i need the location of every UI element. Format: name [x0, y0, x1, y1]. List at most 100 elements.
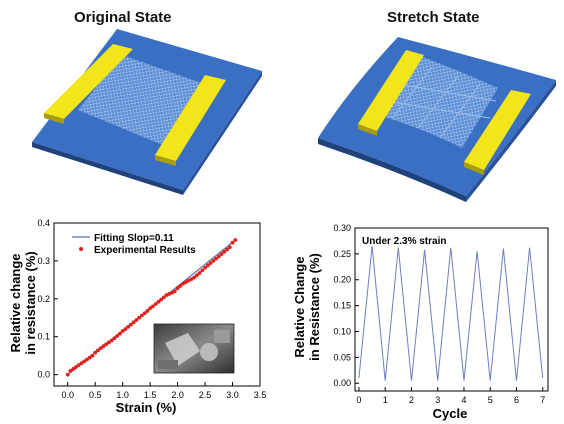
data-point — [227, 245, 232, 250]
right-electrode-side — [464, 162, 484, 175]
data-point — [142, 311, 147, 316]
chart1-ylabel-line1: Relative change — [8, 254, 23, 353]
data-point — [98, 346, 103, 350]
data-point — [194, 273, 199, 278]
chart1-y-tick-label: 0.2 — [37, 294, 50, 304]
chart1-x-tick-label: 2.0 — [171, 390, 184, 400]
original-state-device — [32, 29, 262, 195]
right-electrode-side — [155, 155, 176, 166]
data-point — [74, 365, 78, 369]
left-electrode-side — [358, 124, 377, 136]
chart2-plot-frame — [354, 227, 549, 392]
data-point — [79, 361, 84, 366]
chart2-x-tick-label: 2 — [409, 395, 414, 405]
data-point — [137, 315, 142, 320]
data-point — [159, 297, 164, 302]
chart1-x-tick-label: 3.0 — [226, 390, 239, 400]
data-point — [85, 357, 89, 362]
data-point — [93, 350, 98, 355]
data-point — [112, 336, 117, 341]
data-point — [109, 338, 114, 343]
stretch-state-heading: Stretch State — [387, 9, 480, 26]
chart1-y-tick-label: 0.3 — [37, 256, 50, 266]
inset-photo — [153, 323, 235, 374]
chart2-y-tick-label: 0.30 — [333, 223, 351, 233]
chart1-plot-frame — [53, 222, 261, 387]
data-point — [233, 238, 238, 242]
data-point — [230, 240, 235, 245]
data-point — [178, 284, 183, 288]
chart2-x-tick-label: 5 — [488, 395, 493, 405]
legend-label-fit: Fitting Slop=0.11 — [94, 233, 174, 244]
data-point — [225, 247, 229, 252]
chart1-x-tick-label: 0.0 — [61, 390, 74, 400]
chart1-x-tick-label: 0.5 — [89, 390, 102, 400]
chart1-y-tick-label: 0.1 — [37, 332, 50, 342]
chart1-x-tick-label: 2.5 — [199, 390, 212, 400]
data-point — [161, 295, 166, 300]
chart2-ylabel-line2: in Resistance (%) — [307, 253, 322, 361]
chart2-y-tick-label: 0.20 — [333, 275, 351, 285]
data-point — [123, 327, 128, 332]
substrate-edge — [32, 142, 183, 195]
chart2-x-tick-label: 1 — [383, 395, 388, 405]
strain-response-chart: 0.0 0.5 1.0 1.5 2.0 2.5 3.0 3.50.00.10.20.30.4 … — [8, 218, 266, 415]
stretch-state-device — [318, 37, 556, 202]
chart2-y-tick-label: 0.00 — [333, 378, 351, 388]
data-point — [126, 324, 131, 329]
data-point — [118, 331, 122, 336]
data-point — [129, 322, 133, 327]
chart1-x-tick-label: 3.5 — [254, 390, 267, 400]
chart2-x-tick-label: 3 — [435, 395, 440, 405]
right-electrode — [464, 90, 531, 170]
data-point — [145, 309, 150, 313]
data-point — [150, 304, 155, 309]
substrate-edge — [183, 71, 262, 195]
data-point — [203, 265, 207, 270]
chart2-x-tick-label: 6 — [514, 395, 519, 405]
chart2-xlabel: Cycle — [433, 406, 468, 421]
data-point — [71, 367, 76, 371]
right-electrode — [155, 75, 226, 161]
chart1-x-tick-label: 1.5 — [144, 390, 157, 400]
data-point — [139, 313, 144, 318]
substrate-edge — [466, 80, 556, 202]
chart1-y-tick-label: 0.0 — [37, 370, 50, 380]
left-electrode — [44, 44, 133, 119]
left-electrode-side — [44, 113, 64, 124]
data-point — [90, 353, 95, 358]
chart2-annotation: Under 2.3% strain — [362, 236, 446, 247]
data-point — [82, 359, 87, 364]
data-point — [205, 263, 210, 268]
data-point — [101, 344, 106, 349]
chart1-ylabel-line2: in resistance (%) — [23, 251, 38, 354]
chart1-legend: Fitting Slop=0.11 Experimental Results — [72, 233, 196, 256]
data-point — [153, 302, 158, 307]
cycling-chart: 0 1 2 3 4 5 6 7 0.00 0.05 0.10 0.15 0.20 0.25 0.30 Rel… — [292, 223, 549, 421]
chart2-x-tick-label: 7 — [540, 395, 545, 405]
chart2-y-tick-label: 0.10 — [333, 326, 351, 336]
chart2-x-tick-label: 0 — [356, 395, 361, 405]
chart2-y-tick-label: 0.25 — [333, 249, 351, 259]
data-point — [104, 342, 109, 347]
data-point — [134, 318, 139, 322]
data-point — [208, 261, 213, 266]
data-point — [107, 340, 111, 345]
data-point — [68, 368, 73, 373]
data-point — [120, 329, 125, 333]
chart2-x-tick-label: 4 — [461, 395, 466, 405]
legend-label-experimental: Experimental Results — [94, 245, 196, 256]
chart2-y-tick-label: 0.05 — [333, 352, 351, 362]
chart1-y-tick-label: 0.4 — [37, 218, 50, 228]
data-point — [200, 268, 205, 273]
chart1-x-tick-label: 1.0 — [116, 390, 129, 400]
data-point — [148, 306, 153, 311]
data-point — [172, 289, 177, 294]
chart2-y-tick-label: 0.15 — [333, 301, 351, 311]
stretch-crack-lines — [379, 66, 497, 139]
cycle-series-line — [358, 246, 544, 381]
data-point — [197, 271, 202, 275]
left-electrode — [358, 50, 424, 131]
data-point — [96, 348, 100, 353]
